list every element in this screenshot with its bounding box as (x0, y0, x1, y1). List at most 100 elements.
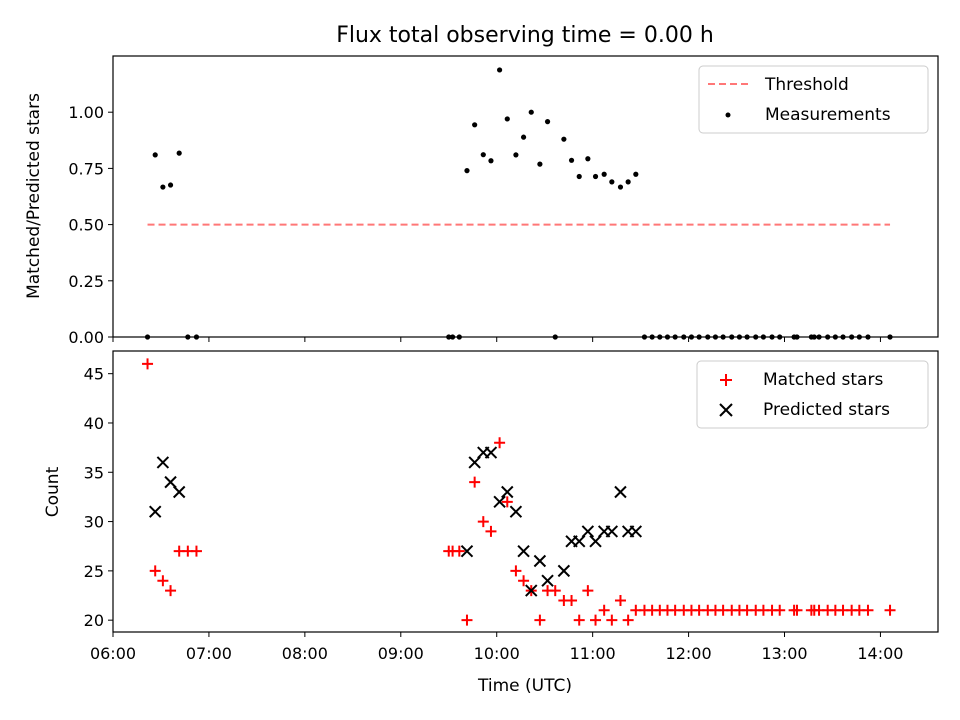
measurement-point (544, 119, 551, 125)
bottom-x-tick-label: 12:00 (666, 644, 712, 663)
predicted-star-point (525, 584, 538, 597)
bottom-legend-frame (696, 360, 929, 429)
matched-star-point (590, 614, 602, 626)
predicted-star-point (156, 456, 170, 469)
bottom-y-tick-label: 20 (84, 611, 104, 630)
predicted-star-point (581, 525, 595, 538)
measurement-point (480, 152, 486, 158)
matched-star-point (157, 575, 169, 587)
measurement-point (528, 109, 534, 115)
measurement-point (513, 152, 519, 158)
matched-star-point (614, 594, 626, 606)
predicted-star-point (164, 475, 177, 489)
bottom-y-tick-label: 35 (84, 463, 104, 482)
bottom-x-tick-label: 07:00 (186, 644, 232, 663)
bottom-y-tick-label: 25 (84, 562, 104, 581)
matched-star-point (534, 614, 546, 626)
matched-star-point (566, 594, 578, 606)
bottom-panel: 20 25 30 35 40 45 06:00 07:00 08:00 09:00 10:00 11… (43, 350, 939, 696)
matched-star-point (606, 614, 618, 626)
bottom-axes-frame (112, 350, 939, 633)
top-y-axis-label: Matched/Predicted stars (24, 93, 44, 299)
matched-star-point (774, 604, 786, 616)
legend-measurements-label: Measurements (765, 105, 891, 125)
top-y-tick-label: 0.25 (68, 272, 104, 291)
top-y-tick-label: 0.00 (68, 328, 104, 347)
predicted-star-point (629, 525, 643, 538)
bottom-x-tick-label: 09:00 (378, 644, 424, 663)
top-y-tick-label: 0.50 (68, 216, 104, 235)
matched-star-point (485, 525, 497, 537)
predicted-star-point (614, 485, 627, 499)
bottom-x-tick-label: 10:00 (474, 644, 520, 663)
measurement-point (601, 171, 607, 177)
predicted-star-point (460, 544, 474, 558)
bottom-x-tick-label: 14:00 (857, 644, 903, 663)
matched-star-point (149, 565, 161, 577)
matched-star-point (477, 516, 489, 528)
predicted-star-point (557, 564, 571, 578)
bottom-x-tick-label: 11:00 (570, 644, 616, 663)
predicted-star-point (589, 535, 602, 548)
measurement-point (152, 152, 158, 158)
matched-star-point (461, 614, 473, 626)
measurement-point (568, 157, 575, 163)
matched-star-point (518, 575, 530, 587)
legend-matched-swatch (720, 374, 732, 386)
measurement-point (504, 116, 510, 122)
measurement-point (625, 179, 631, 185)
bottom-y-tick-label: 40 (84, 414, 104, 433)
matched-star-point (510, 565, 522, 577)
measurement-point (496, 67, 503, 73)
top-x-ticks (112, 337, 881, 342)
measurement-point (617, 184, 624, 190)
measurement-point (576, 173, 582, 180)
measurement-point (592, 173, 599, 180)
predicted-star-point (573, 535, 586, 548)
predicted-star-point (493, 495, 506, 509)
measurement-point (160, 184, 166, 190)
predicted-star-point (533, 554, 547, 568)
bottom-y-axis-label: Count (43, 466, 63, 517)
top-y-ticks: 0.00 0.25 0.50 0.75 1.00 (68, 103, 113, 347)
legend-predicted-swatch (719, 403, 733, 417)
predicted-star-point (484, 446, 498, 459)
legend-matched-label: Matched stars (763, 370, 883, 390)
bottom-plot-area (142, 358, 896, 626)
matched-star-point (549, 585, 561, 597)
measurement-point (520, 134, 527, 140)
measurement-point (585, 156, 591, 162)
bottom-legend: Matched stars Predicted stars (696, 360, 929, 429)
bottom-x-tick-label: 13:00 (761, 644, 807, 663)
predicted-star-point (149, 505, 162, 518)
legend-threshold-label: Threshold (764, 75, 849, 95)
predicted-star-point (468, 456, 481, 469)
matched-star-point (622, 614, 634, 626)
measurement-point (167, 182, 174, 188)
matched-star-point (501, 496, 513, 508)
chart-title: Flux total observing time = 0.00 h (336, 23, 714, 48)
predicted-star-point (541, 574, 554, 587)
bottom-y-tick-label: 30 (84, 513, 104, 532)
bottom-y-tick-label: 45 (84, 365, 104, 384)
bottom-x-tick-label: 08:00 (282, 644, 328, 663)
bottom-x-tick-label: 06:00 (90, 644, 136, 663)
predicted-star-point (509, 505, 523, 518)
measurement-point (176, 150, 182, 156)
matched-star-point (165, 585, 177, 597)
matched-star-point (494, 437, 506, 449)
bottom-x-ticks: 06:00 07:00 08:00 09:00 10:00 11:00 12:00 13:00… (90, 632, 903, 663)
top-y-tick-label: 1.00 (68, 103, 104, 122)
top-legend-frame (698, 65, 929, 134)
measurement-point (561, 136, 567, 142)
matched-star-point (142, 358, 154, 370)
matched-star-point (791, 604, 803, 616)
bottom-y-ticks: 20 25 30 35 40 45 (84, 365, 113, 630)
matched-star-point (884, 604, 896, 616)
matched-star-point (573, 614, 585, 626)
legend-predicted-label: Predicted stars (763, 400, 890, 420)
measurement-point (488, 158, 494, 164)
measurement-point (609, 179, 615, 185)
matched-star-point (598, 604, 610, 616)
top-panel: 0.00 0.25 0.50 0.75 1.00 Matched/Predicted s… (24, 55, 939, 347)
